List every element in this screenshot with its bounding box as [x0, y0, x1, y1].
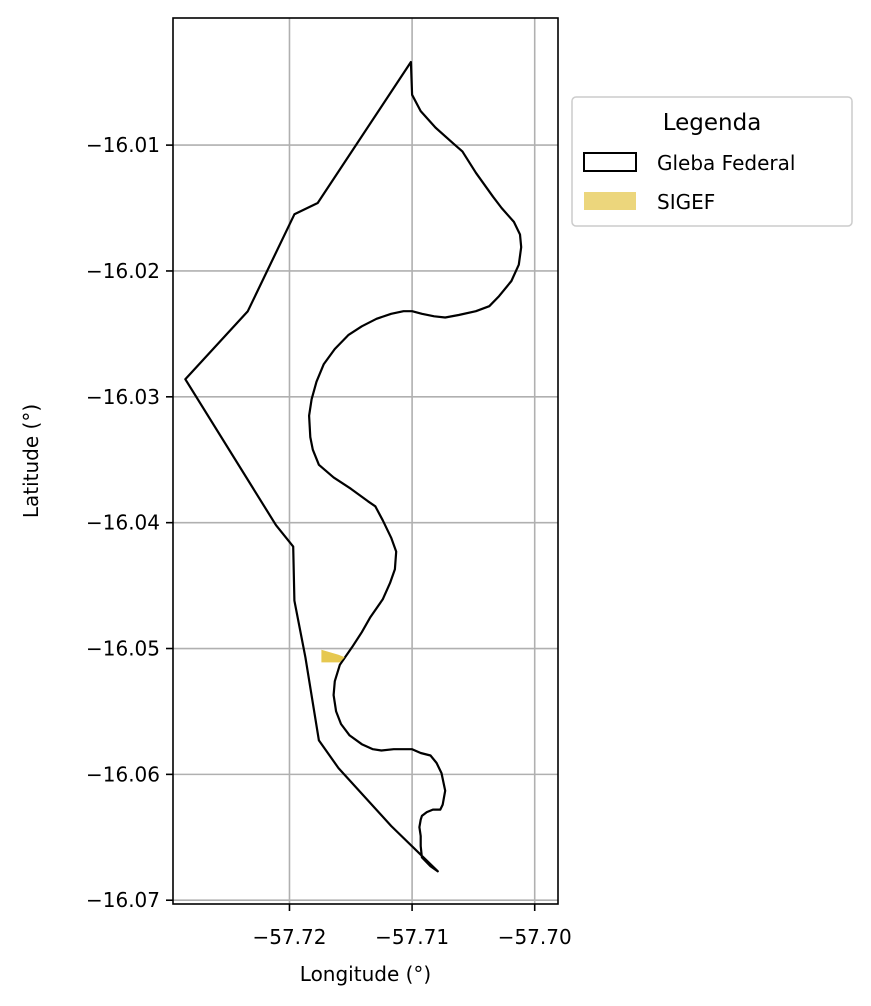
legend-title: Legenda: [663, 110, 762, 136]
legend-label-sigef: SIGEF: [657, 190, 715, 214]
y-tick-label-4: −16.05: [86, 637, 160, 661]
y-tick-label-0: −16.01: [86, 133, 160, 157]
y-tick-label-3: −16.04: [86, 511, 160, 535]
plot-frame: [172, 17, 559, 905]
x-tick-label-2: −57.70: [498, 925, 572, 949]
grid-lines: [173, 18, 558, 904]
legend-swatch-gleba-federal: [583, 152, 637, 172]
map-layers: [184, 60, 523, 873]
y-tick-label-2: −16.03: [86, 385, 160, 409]
layer-gleba-federal: [184, 60, 523, 873]
legend-swatch-sigef: [584, 192, 636, 210]
y-axis-label: Latitude (°): [19, 404, 43, 518]
axis-ticks: −57.72 −57.71 −57.70 −16.01 −16.02 −16.03 −16.…: [86, 133, 572, 949]
y-tick-label-6: −16.07: [86, 888, 160, 912]
x-tick-label-1: −57.71: [375, 925, 449, 949]
y-tick-label-1: −16.02: [86, 259, 160, 283]
layer-sigef: [321, 649, 345, 663]
legend-label-gleba-federal: Gleba Federal: [657, 151, 795, 175]
y-tick-label-5: −16.06: [86, 762, 160, 786]
legend-box: [571, 96, 853, 227]
x-tick-label-0: −57.72: [252, 925, 326, 949]
legend: Legenda Gleba Federal SIGEF: [571, 96, 853, 227]
x-axis-label: Longitude (°): [300, 962, 431, 986]
